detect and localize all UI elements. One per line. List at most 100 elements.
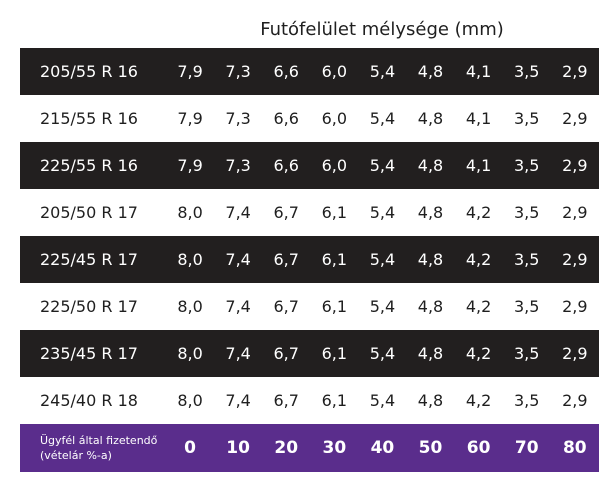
table-heading: Futófelület mélysége (mm) — [260, 18, 504, 40]
depth-cell: 5,4 — [369, 391, 396, 410]
depth-cell: 8,0 — [177, 250, 203, 269]
depth-cell: 6,7 — [273, 297, 299, 316]
depth-cell: 6,1 — [321, 297, 348, 316]
table-row: 225/45 R 17 8,0 7,4 6,7 6,1 5,4 4,8 4,2 … — [20, 236, 599, 283]
depth-cell: 6,6 — [273, 156, 299, 175]
depth-cell: 4,8 — [417, 297, 444, 316]
percent-cell: 30 — [322, 438, 347, 458]
depth-cell: 7,4 — [225, 203, 251, 222]
depth-cell: 5,4 — [369, 297, 396, 316]
depth-cell: 3,5 — [513, 391, 540, 410]
depth-cell: 6,1 — [321, 344, 348, 363]
depth-cell: 6,0 — [321, 156, 348, 175]
depth-cell: 4,1 — [465, 62, 492, 81]
depth-cell: 5,4 — [369, 344, 396, 363]
depth-cell: 7,9 — [177, 109, 203, 128]
depth-cell: 6,0 — [321, 62, 348, 81]
depth-cell: 4,8 — [417, 391, 444, 410]
depth-cell: 6,7 — [273, 203, 299, 222]
depth-cell: 3,5 — [513, 109, 540, 128]
tire-size-cell: 225/55 R 16 — [40, 156, 138, 175]
tire-size-cell: 225/45 R 17 — [40, 250, 138, 269]
tire-size-cell: 215/55 R 16 — [40, 109, 138, 128]
depth-cell: 5,4 — [369, 109, 396, 128]
depth-cell: 2,9 — [562, 297, 588, 316]
price-share-row: Ügyfél által fizetendő (vételár %-a) 0 1… — [20, 424, 599, 472]
depth-cell: 5,4 — [369, 62, 396, 81]
table-row: 215/55 R 16 7,9 7,3 6,6 6,0 5,4 4,8 4,1 … — [20, 95, 599, 142]
depth-cell: 4,2 — [465, 391, 492, 410]
depth-cell: 3,5 — [513, 203, 540, 222]
depth-cell: 6,1 — [321, 391, 348, 410]
depth-cell: 5,4 — [369, 203, 396, 222]
depth-cell: 2,9 — [562, 250, 588, 269]
depth-cell: 4,8 — [417, 62, 444, 81]
depth-cell: 6,6 — [273, 109, 299, 128]
depth-cell: 6,6 — [273, 62, 299, 81]
price-share-label: Ügyfél által fizetendő (vételár %-a) — [20, 433, 166, 463]
tread-depth-table: 205/55 R 16 7,9 7,3 6,6 6,0 5,4 4,8 4,1 … — [20, 48, 599, 472]
depth-cell: 7,4 — [225, 344, 251, 363]
depth-cell: 6,7 — [273, 391, 299, 410]
table-row: 205/55 R 16 7,9 7,3 6,6 6,0 5,4 4,8 4,1 … — [20, 48, 599, 95]
depth-cell: 7,3 — [225, 109, 251, 128]
depth-cell: 8,0 — [177, 203, 203, 222]
depth-cell: 3,5 — [513, 62, 540, 81]
depth-cell: 7,4 — [225, 391, 251, 410]
price-share-label-line2: (vételár %-a) — [40, 449, 112, 462]
depth-cell: 7,9 — [177, 156, 203, 175]
percent-cell: 10 — [226, 438, 250, 458]
depth-cell: 5,4 — [369, 156, 396, 175]
depth-cell: 4,1 — [465, 156, 492, 175]
depth-cell: 4,1 — [465, 109, 492, 128]
depth-cell: 6,7 — [273, 344, 299, 363]
depth-cell: 2,9 — [562, 344, 588, 363]
depth-cell: 3,5 — [513, 250, 540, 269]
percent-cell: 60 — [466, 438, 491, 458]
depth-cell: 7,4 — [225, 297, 251, 316]
depth-cell: 4,8 — [417, 156, 444, 175]
depth-cell: 8,0 — [177, 344, 203, 363]
percent-cell: 20 — [274, 438, 299, 458]
depth-cell: 4,2 — [465, 250, 492, 269]
depth-cell: 4,2 — [465, 297, 492, 316]
depth-cell: 8,0 — [177, 297, 203, 316]
table-row: 225/55 R 16 7,9 7,3 6,6 6,0 5,4 4,8 4,1 … — [20, 142, 599, 189]
depth-cell: 2,9 — [562, 109, 588, 128]
percent-cell: 0 — [184, 438, 196, 458]
depth-cell: 4,8 — [417, 344, 444, 363]
tire-size-cell: 205/55 R 16 — [40, 62, 138, 81]
price-share-label-line1: Ügyfél által fizetendő — [40, 434, 158, 447]
depth-cell: 6,1 — [321, 250, 348, 269]
depth-cell: 3,5 — [513, 344, 540, 363]
depth-cell: 7,4 — [225, 250, 251, 269]
depth-cell: 2,9 — [562, 156, 588, 175]
depth-cell: 4,2 — [465, 344, 492, 363]
tire-size-cell: 225/50 R 17 — [40, 297, 138, 316]
percent-cell: 70 — [514, 438, 539, 458]
depth-cell: 5,4 — [369, 250, 396, 269]
depth-cell: 6,7 — [273, 250, 299, 269]
depth-cell: 7,3 — [225, 62, 251, 81]
depth-cell: 4,8 — [417, 109, 444, 128]
depth-cell: 4,8 — [417, 203, 444, 222]
depth-cell: 7,9 — [177, 62, 203, 81]
percent-cell: 80 — [562, 438, 587, 458]
depth-cell: 3,5 — [513, 297, 540, 316]
depth-cell: 4,8 — [417, 250, 444, 269]
depth-cell: 2,9 — [562, 391, 588, 410]
tire-size-cell: 245/40 R 18 — [40, 391, 138, 410]
depth-cell: 4,2 — [465, 203, 492, 222]
depth-cell: 3,5 — [513, 156, 540, 175]
depth-cell: 8,0 — [177, 391, 203, 410]
depth-cell: 7,3 — [225, 156, 251, 175]
depth-cell: 6,1 — [321, 203, 348, 222]
percent-cell: 40 — [370, 438, 395, 458]
depth-cell: 2,9 — [562, 203, 588, 222]
tire-size-cell: 205/50 R 17 — [40, 203, 138, 222]
table-row: 225/50 R 17 8,0 7,4 6,7 6,1 5,4 4,8 4,2 … — [20, 283, 599, 330]
table-row: 235/45 R 17 8,0 7,4 6,7 6,1 5,4 4,8 4,2 … — [20, 330, 599, 377]
table-row: 205/50 R 17 8,0 7,4 6,7 6,1 5,4 4,8 4,2 … — [20, 189, 599, 236]
depth-cell: 2,9 — [562, 62, 588, 81]
table-row: 245/40 R 18 8,0 7,4 6,7 6,1 5,4 4,8 4,2 … — [20, 377, 599, 424]
